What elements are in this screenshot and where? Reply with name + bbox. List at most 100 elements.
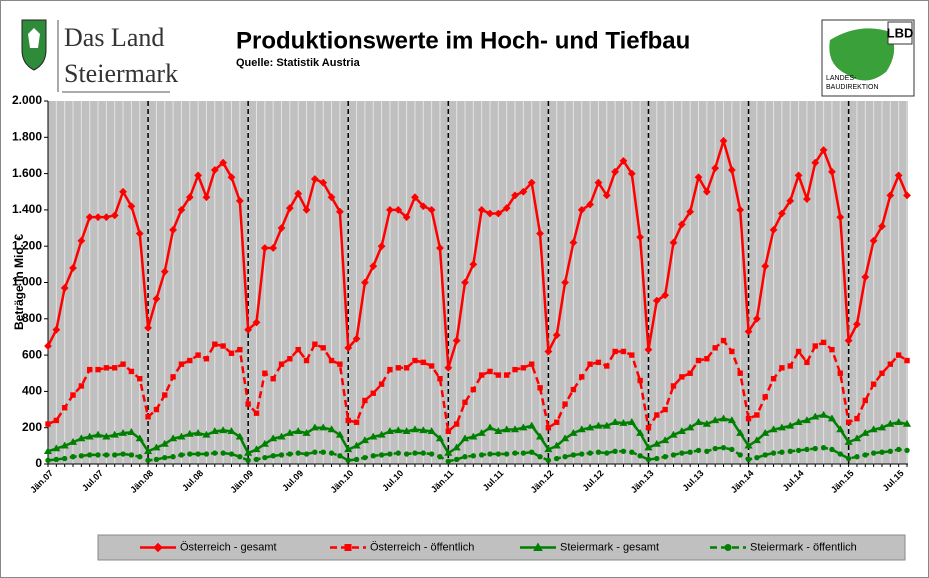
marker: [787, 448, 793, 454]
marker: [219, 158, 228, 167]
marker: [711, 416, 720, 424]
marker: [228, 451, 235, 457]
marker: [294, 427, 303, 435]
marker: [277, 224, 286, 232]
marker: [644, 443, 653, 451]
marker: [185, 429, 194, 437]
y-tick-label: 1.600: [12, 166, 42, 180]
marker: [352, 334, 361, 343]
marker: [395, 365, 401, 371]
marker: [118, 428, 128, 436]
marker: [520, 365, 527, 371]
marker: [845, 455, 852, 462]
marker: [686, 423, 695, 431]
marker: [812, 343, 818, 349]
marker: [337, 453, 343, 459]
marker: [737, 370, 743, 376]
marker: [570, 386, 577, 393]
logo-left: Das Land Steiermark: [21, 19, 178, 93]
marker: [278, 361, 285, 367]
marker: [310, 175, 319, 183]
marker: [361, 278, 369, 287]
marker: [420, 450, 426, 456]
marker: [202, 430, 211, 438]
marker: [160, 439, 169, 447]
marker: [203, 356, 210, 362]
marker: [802, 416, 811, 424]
marker: [419, 426, 428, 434]
marker: [177, 432, 186, 440]
marker: [736, 428, 745, 436]
marker: [611, 167, 620, 176]
marker: [594, 421, 603, 429]
marker: [561, 278, 569, 287]
marker: [611, 418, 620, 425]
marker: [612, 348, 618, 355]
marker: [719, 414, 728, 422]
marker: [570, 452, 577, 458]
marker: [227, 173, 236, 182]
marker: [511, 191, 519, 200]
marker: [819, 410, 828, 418]
marker: [412, 357, 418, 364]
marker: [237, 454, 243, 460]
marker: [320, 449, 326, 455]
marker: [529, 361, 535, 367]
marker: [210, 166, 219, 174]
marker: [387, 451, 393, 457]
marker: [103, 365, 110, 371]
marker: [836, 213, 845, 222]
marker: [795, 348, 802, 355]
marker: [577, 425, 586, 433]
marker: [278, 452, 285, 458]
marker: [861, 273, 870, 281]
marker: [285, 204, 294, 212]
marker: [437, 454, 443, 460]
marker: [212, 450, 218, 456]
marker: [679, 450, 685, 456]
marker: [695, 357, 702, 364]
logo-text: Das Land: [64, 23, 164, 52]
marker: [245, 457, 251, 464]
marker: [68, 438, 78, 445]
marker: [786, 196, 795, 205]
marker: [69, 264, 77, 272]
marker: [169, 225, 178, 234]
legend-marker: [724, 544, 732, 551]
marker: [110, 211, 119, 220]
marker: [412, 450, 418, 456]
marker: [160, 267, 169, 276]
marker: [704, 448, 710, 454]
marker: [445, 428, 452, 435]
marker: [527, 421, 536, 429]
marker: [495, 372, 502, 378]
marker: [569, 238, 578, 247]
marker: [128, 452, 135, 458]
marker: [836, 425, 845, 433]
marker: [453, 421, 460, 427]
marker: [861, 428, 870, 436]
marker: [762, 394, 768, 400]
marker: [170, 374, 176, 380]
marker: [452, 336, 461, 345]
marker: [95, 452, 101, 458]
marker: [777, 423, 786, 431]
marker: [295, 346, 301, 353]
marker: [862, 452, 869, 458]
marker: [694, 173, 703, 182]
marker: [512, 450, 518, 456]
marker: [879, 370, 885, 376]
marker: [93, 430, 103, 438]
marker: [102, 432, 111, 440]
panther: [28, 28, 40, 48]
marker: [560, 434, 570, 442]
marker: [770, 450, 777, 456]
marker: [670, 452, 677, 458]
marker: [894, 171, 903, 180]
marker: [729, 348, 735, 355]
marker: [502, 425, 511, 433]
marker: [162, 392, 168, 398]
marker: [587, 450, 593, 456]
marker: [194, 171, 203, 180]
marker: [420, 359, 426, 366]
